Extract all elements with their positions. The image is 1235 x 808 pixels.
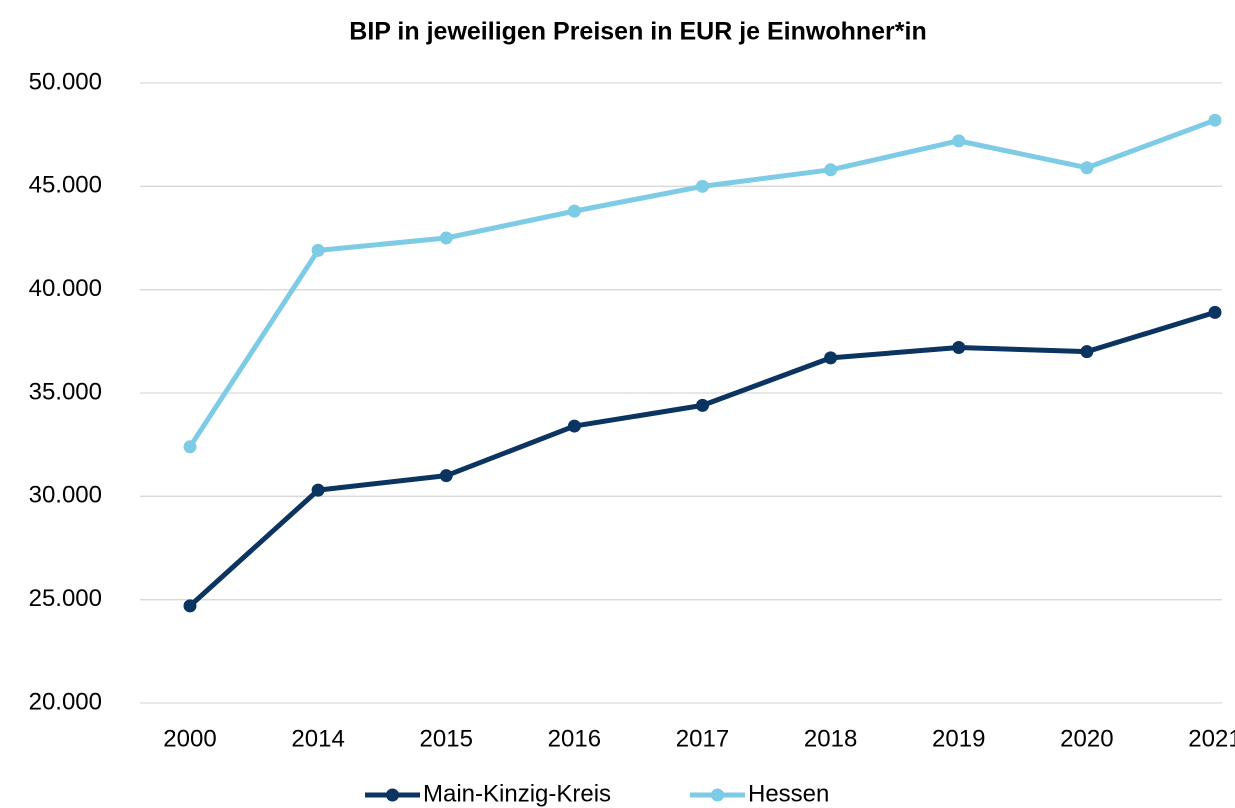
x-tick-label: 2000: [163, 725, 216, 752]
data-point: [311, 483, 325, 497]
data-point: [439, 469, 453, 483]
legend-marker: [711, 788, 724, 802]
x-tick-label: 2016: [548, 725, 601, 752]
data-point: [439, 231, 453, 245]
y-tick-label: 30.000: [29, 482, 102, 509]
data-point: [567, 419, 581, 433]
data-point: [824, 163, 838, 177]
x-tick-label: 2015: [420, 725, 473, 752]
data-point: [1208, 113, 1222, 127]
y-tick-label: 35.000: [29, 378, 102, 405]
legend-label: Hessen: [748, 780, 829, 807]
data-point: [1208, 305, 1222, 319]
y-tick-label: 20.000: [29, 688, 102, 715]
data-point: [311, 243, 325, 257]
data-point: [824, 351, 838, 365]
x-tick-label: 2017: [676, 725, 729, 752]
x-tick-label: 2014: [291, 725, 344, 752]
chart-title: BIP in jeweiligen Preisen in EUR je Einw…: [349, 18, 926, 46]
legend-marker: [386, 788, 399, 802]
x-tick-label: 2019: [932, 725, 985, 752]
x-tick-label: 2018: [804, 725, 857, 752]
data-point: [183, 599, 197, 613]
y-tick-label: 40.000: [29, 275, 102, 302]
data-point: [567, 204, 581, 218]
data-point: [696, 179, 709, 193]
data-point: [952, 341, 966, 355]
y-tick-label: 50.000: [29, 68, 102, 95]
data-point: [696, 398, 709, 412]
legend-label: Main-Kinzig-Kreis: [423, 780, 611, 807]
data-point: [952, 134, 966, 148]
y-tick-label: 25.000: [29, 585, 102, 612]
data-point: [183, 440, 197, 454]
series-line: [188, 310, 1216, 608]
x-tick-label: 2020: [1060, 725, 1113, 752]
series-line: [187, 117, 1216, 449]
data-point: [1080, 161, 1094, 175]
data-point: [1080, 345, 1094, 359]
y-tick-label: 45.000: [29, 172, 102, 199]
x-tick-label: 2021: [1188, 725, 1235, 752]
